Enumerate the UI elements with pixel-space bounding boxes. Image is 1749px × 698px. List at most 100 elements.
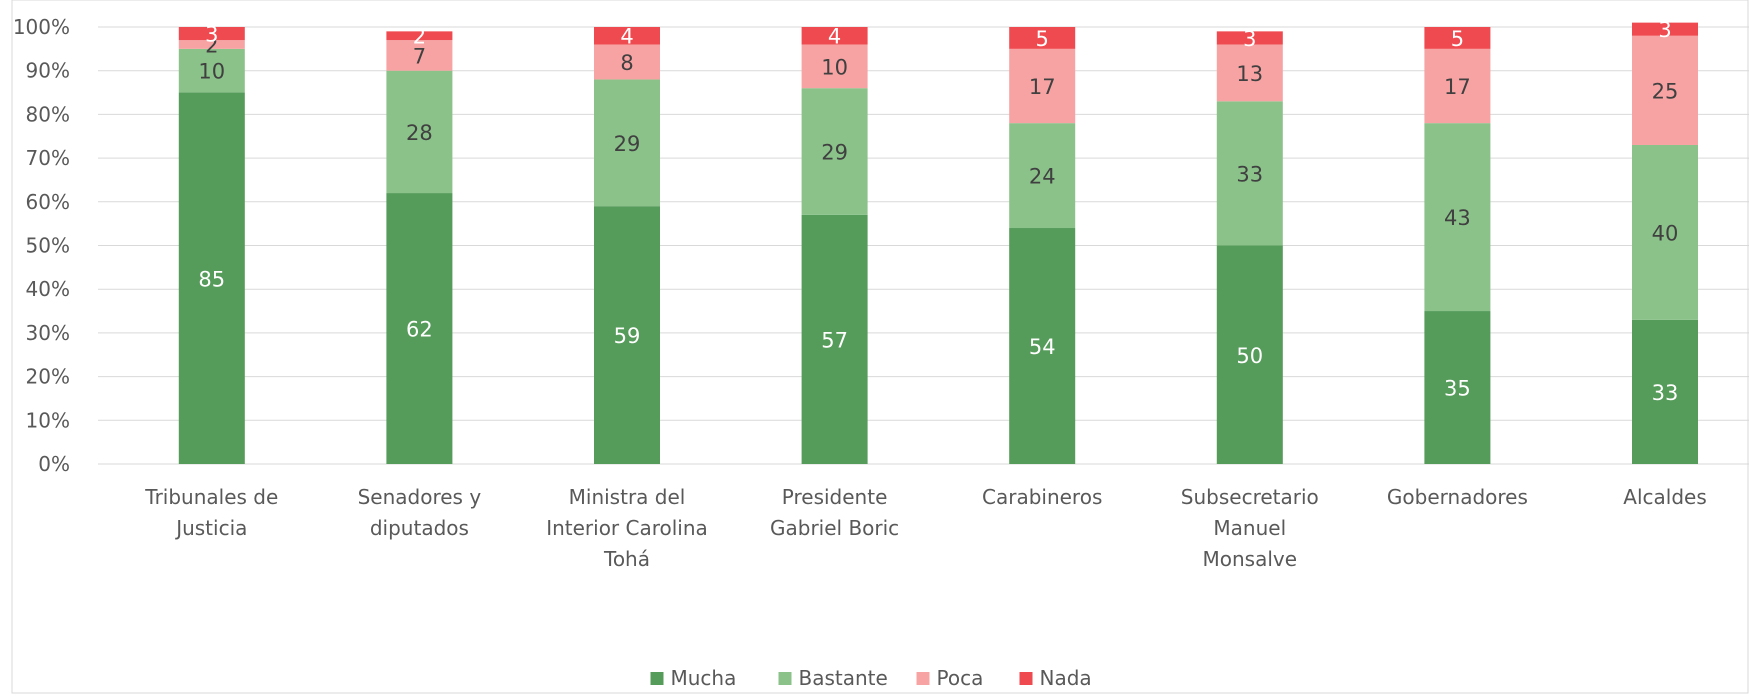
data-label: 5 xyxy=(1036,27,1049,51)
legend-item: Poca xyxy=(916,666,984,690)
data-label: 10 xyxy=(821,55,848,79)
data-label: 2 xyxy=(413,25,426,49)
x-tick-label: Gobernadores xyxy=(1387,485,1528,509)
bar-segment xyxy=(178,92,245,465)
data-label: 28 xyxy=(406,121,433,145)
bar-segment xyxy=(594,79,660,207)
bar-segment xyxy=(1632,35,1698,145)
data-label: 5 xyxy=(1451,27,1464,51)
data-label: 17 xyxy=(1029,75,1056,99)
data-label: 25 xyxy=(1652,79,1679,103)
y-tick-label: 10% xyxy=(26,408,70,432)
bar-segment xyxy=(1424,48,1491,124)
y-tick-label: 60% xyxy=(26,190,70,214)
bar-segment xyxy=(1632,144,1698,320)
bar-segment xyxy=(801,44,868,89)
y-tick-label: 30% xyxy=(26,321,70,345)
data-label: 3 xyxy=(205,23,218,47)
bar-segment xyxy=(1632,319,1698,464)
bar-segment xyxy=(178,40,245,49)
x-tick-label: Presidente Gabriel Boric xyxy=(770,485,899,540)
data-label: 33 xyxy=(1236,162,1263,186)
x-tick-label-line: Ministra del xyxy=(569,485,686,509)
data-label: 17 xyxy=(1444,75,1471,99)
x-tick-label-line: Senadores y xyxy=(358,485,482,509)
x-tick-label-line: Monsalve xyxy=(1203,547,1298,571)
bar-segment xyxy=(801,27,868,45)
bar-segment xyxy=(386,40,453,71)
legend-item: Bastante xyxy=(778,666,888,690)
bar-stack: 54 24 17 5 xyxy=(1009,27,1076,464)
bar-segment xyxy=(386,193,453,464)
x-tick-label-line: Tribunales de xyxy=(144,485,278,509)
x-tick-label-line: Interior Carolina xyxy=(546,516,708,540)
legend-label: Bastante xyxy=(799,666,888,690)
data-label: 40 xyxy=(1652,221,1679,245)
bar-segment xyxy=(1009,27,1076,49)
bar-stack: 57 29 10 4 xyxy=(801,25,868,464)
data-label: 8 xyxy=(620,51,633,75)
y-tick-label: 40% xyxy=(26,277,70,301)
data-label: 4 xyxy=(828,25,841,49)
bar-stack: 35 43 17 5 xyxy=(1424,27,1491,464)
data-label: 3 xyxy=(1658,18,1671,42)
x-tick-label-line: Manuel xyxy=(1213,516,1286,540)
legend-label: Nada xyxy=(1040,666,1092,690)
legend-label: Mucha xyxy=(671,666,737,690)
y-tick-label: 100% xyxy=(13,15,70,39)
bar-segment xyxy=(1424,27,1491,49)
legend-swatch xyxy=(1019,672,1033,685)
x-tick-label: Ministra del Interior Carolina Tohá xyxy=(546,485,708,571)
x-tick-label-line: Presidente xyxy=(782,485,888,509)
bar-segment xyxy=(386,31,453,41)
bar-stack: 62 28 72 xyxy=(386,25,453,464)
x-tick-label-line: Justicia xyxy=(174,516,247,540)
bar-segment xyxy=(1009,123,1076,229)
data-label: 57 xyxy=(821,328,848,352)
bar-segment xyxy=(178,48,245,93)
data-label: 62 xyxy=(406,318,433,342)
y-axis-ticks: 0% 10% 20% 30% 40% 50% 60% 70% 80% 90% 100% xyxy=(13,15,70,476)
bar-segment xyxy=(178,27,245,41)
bar-stack: 33 40 25 3 xyxy=(1632,18,1698,464)
data-label: 10 xyxy=(198,60,225,84)
data-label: 29 xyxy=(821,141,848,165)
x-tick-label-line: Carabineros xyxy=(982,485,1102,509)
bar-segment xyxy=(386,70,453,194)
legend-item: Nada xyxy=(1019,666,1092,690)
bar-segment xyxy=(594,206,660,465)
legend-swatch xyxy=(778,672,792,685)
bar-segment xyxy=(801,214,868,464)
legend: Mucha Bastante Poca Nada xyxy=(650,666,1092,690)
y-tick-label: 0% xyxy=(38,452,70,476)
x-axis-labels: Tribunales de Justicia Senadores y diputado… xyxy=(144,485,1706,571)
data-label: 33 xyxy=(1652,381,1679,405)
x-tick-label-line: Tohá xyxy=(603,547,650,571)
data-label: 4 xyxy=(620,25,633,49)
legend-label: Poca xyxy=(937,666,984,690)
bar-segment xyxy=(1216,44,1283,102)
data-label: 54 xyxy=(1029,335,1056,359)
data-label: 13 xyxy=(1236,62,1263,86)
bar-segment xyxy=(1009,48,1076,124)
bar-segment xyxy=(801,88,868,215)
data-label: 24 xyxy=(1029,165,1056,189)
bar-segment xyxy=(1632,22,1698,36)
bar-segment xyxy=(1216,101,1283,246)
bar-segment xyxy=(1424,311,1491,464)
data-label: 7 xyxy=(413,44,426,68)
legend-item: Mucha xyxy=(650,666,737,690)
x-tick-label: Subsecretario Manuel Monsalve xyxy=(1181,485,1319,571)
data-label: 35 xyxy=(1444,377,1471,401)
bar-segment xyxy=(1216,245,1283,464)
x-tick-label-line: Gobernadores xyxy=(1387,485,1528,509)
bar-segment xyxy=(594,27,660,45)
data-label: 29 xyxy=(614,132,641,156)
data-label: 43 xyxy=(1444,206,1471,230)
y-tick-label: 90% xyxy=(26,59,70,83)
bar-stack: 59 29 84 xyxy=(594,25,660,465)
bar-segment xyxy=(1216,31,1283,45)
